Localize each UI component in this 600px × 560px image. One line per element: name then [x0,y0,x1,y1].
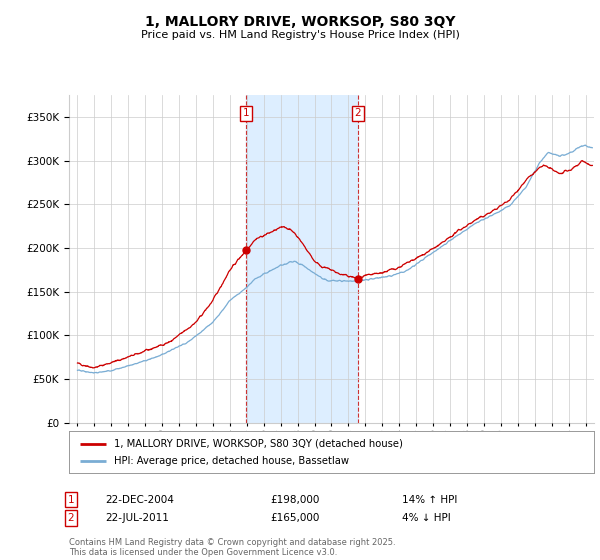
Bar [247,95,358,423]
Text: 22-JUL-2011: 22-JUL-2011 [105,513,169,523]
Text: 1, MALLORY DRIVE, WORKSOP, S80 3QY: 1, MALLORY DRIVE, WORKSOP, S80 3QY [145,15,455,29]
Text: 2: 2 [355,108,361,118]
Text: 14% ↑ HPI: 14% ↑ HPI [402,494,457,505]
Text: 1: 1 [67,494,74,505]
Text: 2: 2 [67,513,74,523]
Text: 22-DEC-2004: 22-DEC-2004 [105,494,174,505]
Text: Contains HM Land Registry data © Crown copyright and database right 2025.
This d: Contains HM Land Registry data © Crown c… [69,538,395,557]
Text: 4% ↓ HPI: 4% ↓ HPI [402,513,451,523]
Text: 1: 1 [243,108,250,118]
Text: £198,000: £198,000 [270,494,319,505]
Text: Price paid vs. HM Land Registry's House Price Index (HPI): Price paid vs. HM Land Registry's House … [140,30,460,40]
Text: HPI: Average price, detached house, Bassetlaw: HPI: Average price, detached house, Bass… [113,456,349,466]
Text: 1, MALLORY DRIVE, WORKSOP, S80 3QY (detached house): 1, MALLORY DRIVE, WORKSOP, S80 3QY (deta… [113,439,403,449]
Text: £165,000: £165,000 [270,513,319,523]
